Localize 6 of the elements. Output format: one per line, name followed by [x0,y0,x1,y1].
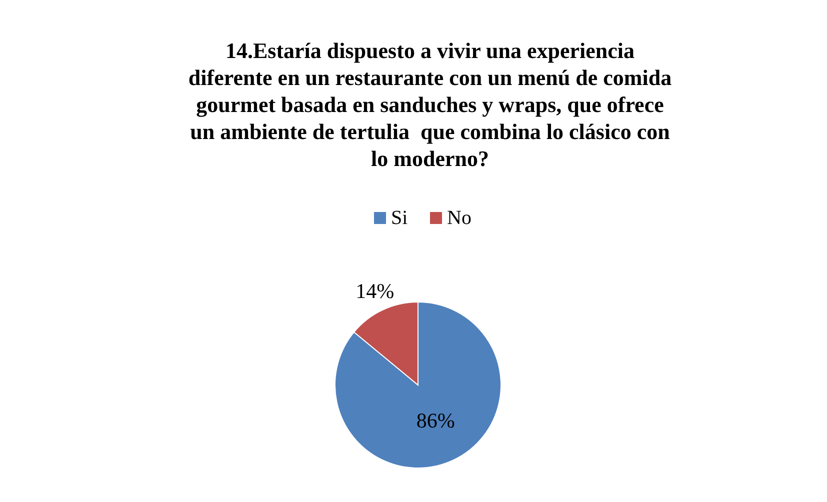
chart-title: 14.Estaría dispuesto a vivir una experiencia diferente en un restaurante con un menú de comida gourmet basada en sanduches y wraps, que ofrece un ambiente de tertulia que combina lo clásico con lo moderno? [188,38,672,171]
data-label: 86% [416,408,455,432]
legend-label: Si [391,207,408,229]
legend-label: No [447,207,472,229]
data-label: 14% [356,279,394,304]
pie-slice [334,302,502,468]
